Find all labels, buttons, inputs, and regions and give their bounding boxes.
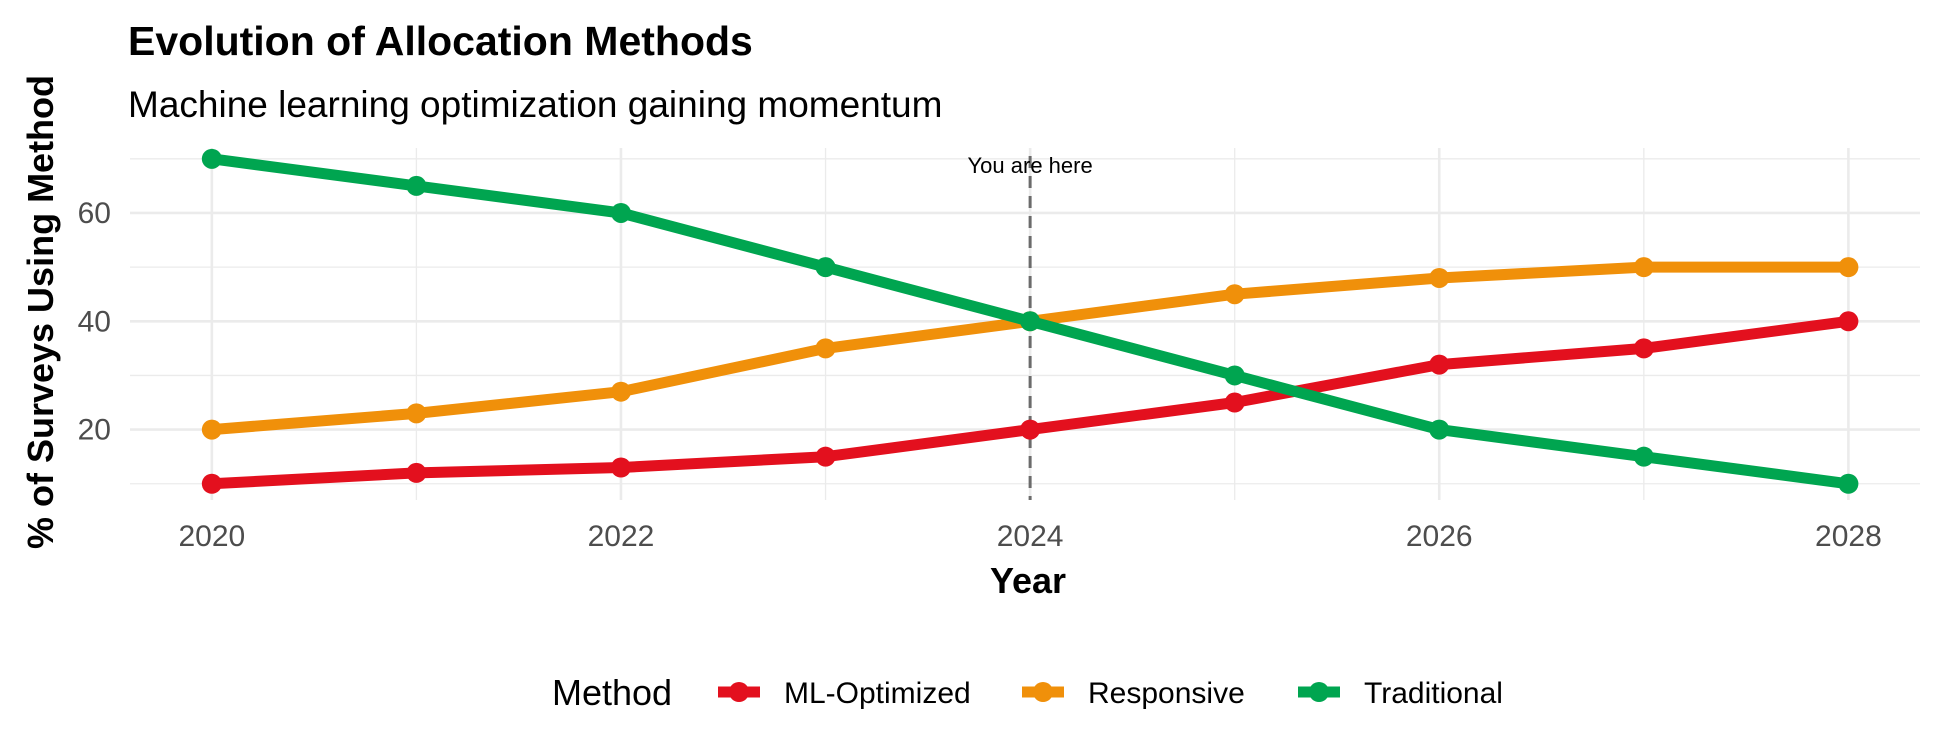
annotation-label: You are here — [968, 153, 1093, 178]
y-axis-ticks: 20 40 60 — [78, 197, 111, 447]
data-point — [201, 473, 222, 494]
legend-swatch-point — [1309, 682, 1329, 702]
legend-swatch-point — [1033, 682, 1053, 702]
data-point — [406, 403, 427, 424]
data-point — [201, 419, 222, 440]
series-layer — [201, 148, 1859, 494]
data-point — [1020, 311, 1041, 332]
data-point — [406, 462, 427, 483]
data-point — [1224, 284, 1245, 305]
legend-label: Traditional — [1364, 677, 1503, 710]
data-point — [1838, 257, 1859, 278]
data-point — [406, 175, 427, 196]
data-point — [1838, 473, 1859, 494]
y-tick-label: 40 — [78, 305, 111, 338]
data-point — [610, 381, 631, 402]
x-tick-label: 2020 — [178, 520, 245, 553]
legend-item: Responsive — [1022, 677, 1245, 710]
data-point — [1838, 311, 1859, 332]
data-point — [815, 446, 836, 467]
data-point — [1020, 419, 1041, 440]
data-point — [1429, 419, 1450, 440]
data-point — [1633, 446, 1654, 467]
data-point — [815, 257, 836, 278]
y-axis-title: % of Surveys Using Method — [20, 75, 61, 549]
legend-label: ML-Optimized — [784, 677, 971, 710]
legend-item: ML-Optimized — [718, 677, 971, 710]
x-axis-title: Year — [990, 560, 1066, 601]
legend-title: Method — [552, 672, 672, 713]
y-tick-label: 60 — [78, 197, 111, 230]
data-point — [201, 148, 222, 169]
data-point — [1224, 365, 1245, 386]
x-tick-label: 2024 — [997, 520, 1064, 553]
series-ml-optimized — [201, 311, 1859, 494]
x-tick-label: 2028 — [1815, 520, 1882, 553]
chart-title: Evolution of Allocation Methods — [128, 18, 753, 64]
legend: Method ML-Optimized Responsive Traditional — [552, 672, 1503, 713]
data-point — [1633, 338, 1654, 359]
x-tick-label: 2026 — [1406, 520, 1473, 553]
legend-item: Traditional — [1298, 677, 1503, 710]
data-point — [610, 202, 631, 223]
data-point — [815, 338, 836, 359]
series-traditional — [201, 148, 1859, 494]
chart-subtitle: Machine learning optimization gaining mo… — [128, 84, 942, 125]
data-point — [610, 457, 631, 478]
y-tick-label: 20 — [78, 414, 111, 447]
data-point — [1633, 257, 1654, 278]
x-axis-ticks: 2020 2022 2024 2026 2028 — [178, 520, 1881, 553]
data-point — [1429, 354, 1450, 375]
legend-swatch-point — [729, 682, 749, 702]
legend-label: Responsive — [1088, 677, 1245, 710]
data-point — [1429, 267, 1450, 288]
x-tick-label: 2022 — [588, 520, 655, 553]
data-point — [1224, 392, 1245, 413]
